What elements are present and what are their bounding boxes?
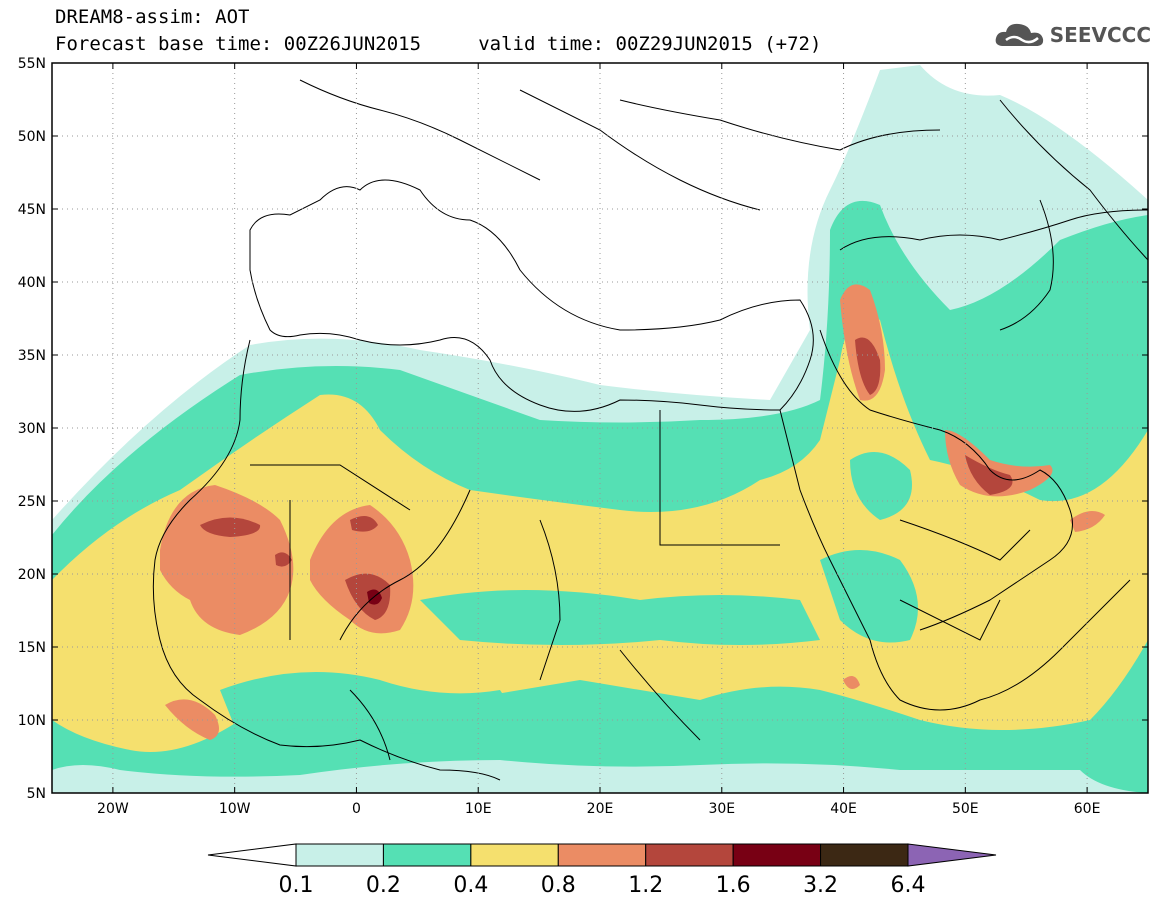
colorbar-label: 0.1 xyxy=(279,873,314,898)
colorbar-label: 6.4 xyxy=(891,873,926,898)
colorbar-label: 1.6 xyxy=(716,873,751,898)
colorbar-segment xyxy=(820,843,909,867)
colorbar-labels: 0.1 0.2 0.4 0.8 1.2 1.6 3.2 6.4 xyxy=(279,873,926,898)
colorbar-segment xyxy=(557,843,647,867)
lat-tick-label: 30N xyxy=(18,421,46,437)
lat-tick-label: 35N xyxy=(18,348,46,364)
lon-tick-label: 0 xyxy=(352,801,361,817)
colorbar-label: 0.2 xyxy=(366,873,401,898)
aot-contour-green-band xyxy=(820,550,918,643)
axis-ticks xyxy=(52,62,1148,794)
colorbar-label: 0.8 xyxy=(541,873,576,898)
lon-tick-label: 10E xyxy=(465,801,492,817)
lat-tick-label: 40N xyxy=(18,275,46,291)
aot-contour-orange xyxy=(843,676,860,689)
colorbar-segment xyxy=(382,843,472,867)
colorbar-segment xyxy=(295,843,384,867)
aot-contour-green-band xyxy=(220,672,520,740)
lat-tick-label: 5N xyxy=(27,786,46,802)
aot-contour-orange xyxy=(160,485,294,635)
forecast-time-line: Forecast base time: 00Z26JUN2015 valid t… xyxy=(55,33,822,55)
aot-contour-brown xyxy=(275,552,292,567)
colorbar-label: 1.2 xyxy=(628,873,663,898)
aot-contour-brown xyxy=(965,455,1013,495)
aot-contour-green-band xyxy=(850,452,912,520)
lat-tick-label: 55N xyxy=(18,56,46,72)
colorbar-segment xyxy=(732,843,822,867)
aot-contour-brown xyxy=(855,337,881,395)
aot-contour-brown xyxy=(345,573,391,620)
lon-tick-label: 20E xyxy=(587,801,614,817)
colorbar xyxy=(207,843,997,867)
colorbar-segment xyxy=(645,843,734,867)
lat-tick-label: 10N xyxy=(18,713,46,729)
cloud-icon xyxy=(995,23,1043,46)
coastlines xyxy=(152,79,1148,781)
colorbar-high-arrow xyxy=(907,843,997,867)
axis-labels: 20W 10W 0 10E 20E 30E 40E 50E 60E 55N 50N 45N 40N 35N… xyxy=(18,56,1101,817)
aot-contour-orange xyxy=(945,430,1053,497)
aot-contour-brown xyxy=(200,517,261,537)
colorbar-label: 0.4 xyxy=(453,873,488,898)
lon-tick-label: 10W xyxy=(219,801,251,817)
seevccc-logo: SEEVCCC xyxy=(994,20,1151,50)
lat-tick-label: 50N xyxy=(18,129,46,145)
lat-tick-label: 45N xyxy=(18,202,46,218)
colorbar-label: 3.2 xyxy=(803,873,838,898)
lat-tick-label: 25N xyxy=(18,494,46,510)
lat-tick-label: 15N xyxy=(18,640,46,656)
lat-tick-label: 20N xyxy=(18,567,46,583)
lon-tick-label: 50E xyxy=(952,801,979,817)
lon-tick-label: 20W xyxy=(97,801,129,817)
lon-tick-label: 30E xyxy=(708,801,735,817)
map-title: DREAM8-assim: AOT xyxy=(55,6,250,28)
logo-text: SEEVCCC xyxy=(1049,23,1151,47)
aot-contour-green-band xyxy=(420,590,820,645)
colorbar-low-arrow xyxy=(207,843,297,867)
aot-contour-brown xyxy=(350,516,378,532)
lon-tick-label: 60E xyxy=(1074,801,1101,817)
graticule xyxy=(52,63,1148,793)
colorbar-segment xyxy=(470,843,559,867)
aot-contour-orange xyxy=(1070,511,1105,532)
lon-tick-label: 40E xyxy=(830,801,857,817)
